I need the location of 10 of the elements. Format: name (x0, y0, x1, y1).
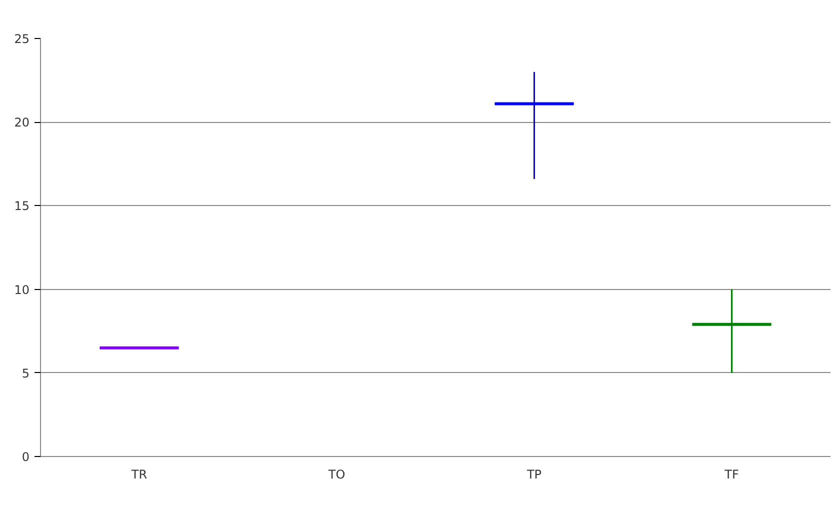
y-tick-label: 10 (14, 282, 30, 297)
x-tick-label: TP (526, 468, 542, 482)
x-tick-label: TF (724, 468, 739, 482)
y-tick-label: 0 (22, 450, 30, 464)
y-tick-label: 15 (14, 199, 30, 214)
y-tick-label: 25 (14, 32, 30, 46)
x-tick-label: TO (327, 468, 346, 482)
y-tick-label: 20 (14, 116, 30, 130)
x-tick-label: TR (130, 468, 148, 482)
y-tick-label: 5 (22, 366, 30, 380)
